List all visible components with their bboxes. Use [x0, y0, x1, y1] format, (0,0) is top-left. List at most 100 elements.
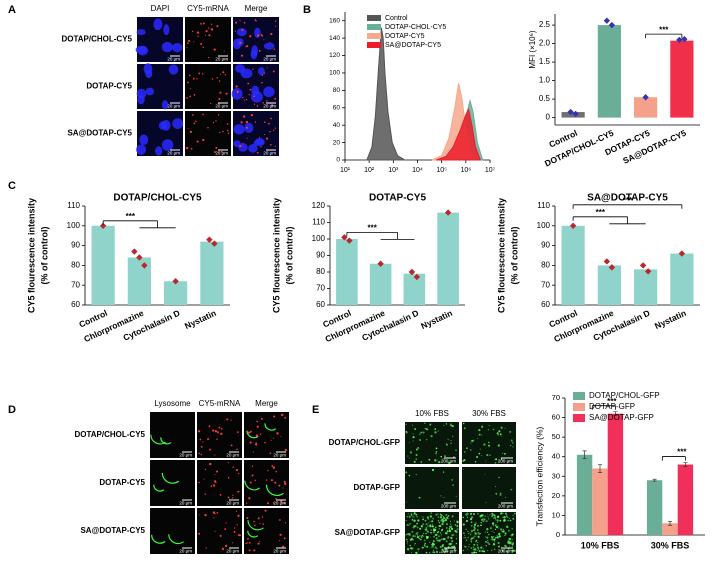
lysosome-arc: [168, 534, 185, 545]
mrna-dot: [216, 431, 219, 434]
y-tick-label: 80: [541, 261, 550, 270]
mrna-dot: [232, 497, 234, 499]
mrna-dot: [252, 68, 254, 70]
nucleus: [263, 42, 275, 50]
gfp-dot: [462, 549, 465, 552]
gfp-dot: [411, 530, 414, 533]
micrograph: [150, 460, 195, 506]
gfp-dot: [429, 552, 431, 554]
mrna-dot: [255, 443, 258, 446]
bar: [437, 212, 459, 305]
mrna-dot: [198, 481, 200, 484]
gfp-dot: [417, 534, 419, 536]
nucleus: [254, 27, 261, 39]
gfp-dot: [422, 431, 425, 434]
micrograph-bg: [150, 412, 195, 458]
gfp-dot: [476, 512, 479, 515]
gfp-dot: [420, 461, 423, 463]
gfp-dot: [448, 528, 451, 530]
mrna-dot: [203, 478, 205, 480]
gfp-dot: [506, 525, 509, 528]
gfp-dot: [485, 520, 488, 523]
gfp-dot: [513, 549, 516, 552]
gfp-dot: [480, 522, 482, 524]
gfp-dot: [485, 460, 487, 462]
gfp-dot: [497, 434, 500, 436]
legend-swatch: [367, 15, 381, 21]
mrna-dot: [191, 114, 194, 116]
mrna-dot: [283, 502, 286, 505]
micrograph-bg: [405, 467, 459, 509]
gfp-dot: [510, 488, 513, 491]
mrna-dot: [267, 502, 270, 505]
gfp-dot: [426, 516, 429, 519]
significance-label: ***: [368, 223, 378, 232]
gfp-dot: [506, 514, 508, 516]
gfp-dot: [431, 525, 434, 528]
legend-swatch: [573, 392, 585, 400]
mrna-dot: [212, 511, 215, 514]
gfp-dot: [465, 528, 467, 531]
gfp-dot: [462, 532, 465, 535]
gfp-dot: [406, 543, 408, 545]
nucleus: [168, 64, 179, 75]
scale-bar-label: 200 μm: [498, 504, 513, 509]
mrna-dot: [208, 34, 211, 37]
gfp-dot: [481, 425, 484, 428]
mrna-dot: [232, 466, 234, 468]
bar: [634, 97, 658, 118]
gfp-dot: [504, 544, 506, 547]
data-point: [603, 17, 611, 24]
gfp-dot: [445, 513, 448, 516]
mrna-dot: [197, 35, 199, 38]
mrna-dot: [247, 537, 249, 540]
mrna-dot: [205, 547, 207, 549]
gfp-dot: [486, 531, 489, 533]
gfp-dot: [487, 444, 491, 447]
column-header: Merge: [245, 4, 268, 13]
mrna-dot: [226, 123, 229, 125]
y-tick-label: 40: [333, 122, 341, 129]
gfp-dot: [455, 449, 457, 451]
gfp-dot: [496, 535, 498, 537]
data-point: [211, 240, 218, 247]
gfp-dot: [476, 525, 479, 527]
micrograph-bg: [405, 422, 459, 464]
gfp-dot: [463, 459, 466, 462]
mrna-dot: [237, 431, 239, 434]
gfp-dot: [505, 496, 507, 498]
gfp-dot: [473, 523, 477, 526]
mrna-dot: [261, 81, 263, 84]
gfp-dot: [470, 551, 474, 555]
gfp-dot: [433, 531, 436, 534]
gfp-dot: [442, 521, 444, 523]
y-tick-label: 50: [552, 432, 560, 441]
micrograph: [185, 111, 231, 156]
gfp-dot: [412, 526, 415, 529]
y-tick-label: 10: [552, 510, 560, 519]
mrna-dot: [217, 114, 220, 116]
gfp-dot: [413, 514, 415, 516]
mrna-dot: [264, 134, 266, 136]
mrna-dot: [195, 120, 197, 123]
gfp-dot: [408, 442, 410, 443]
gfp-dot: [470, 442, 472, 444]
scale-bar-label: 200 μm: [498, 549, 513, 554]
gfp-dot: [478, 550, 481, 553]
bar: [561, 112, 585, 118]
gfp-dot: [426, 545, 429, 548]
mrna-dot: [276, 432, 279, 435]
gfp-dot: [466, 512, 469, 515]
mrna-dot: [245, 126, 248, 129]
gfp-dot: [450, 537, 453, 540]
legend-swatch: [367, 42, 381, 48]
data-point: [676, 36, 683, 44]
x-tick-label: Nystatin: [653, 308, 688, 331]
y-tick-label: 1.5: [539, 57, 551, 66]
micrograph: [197, 460, 242, 506]
gfp-dot: [469, 449, 472, 451]
mrna-dot: [273, 48, 276, 50]
mrna-dot: [215, 120, 217, 122]
mrna-dot: [283, 537, 286, 540]
mrna-dot: [282, 545, 285, 548]
